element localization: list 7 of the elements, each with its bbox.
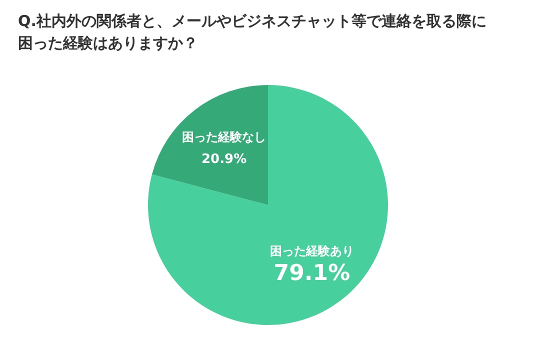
pie-slice (148, 85, 388, 325)
slice-label: 困った経験あり (270, 244, 354, 258)
pie-slice (152, 85, 268, 205)
data-label: 20.9% (201, 152, 247, 167)
slice-label: 困った経験なし (182, 130, 266, 144)
chart-title: Q.社内外の関係者と、メールやビジネスチャット等で連絡を取る際に困った経験はありますか？ (18, 11, 488, 54)
data-label: 79.1% (274, 261, 350, 286)
